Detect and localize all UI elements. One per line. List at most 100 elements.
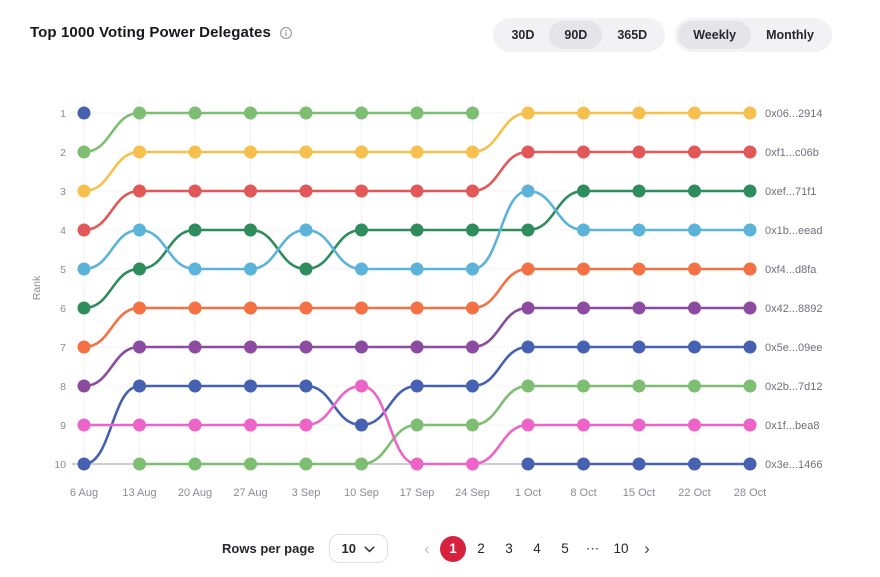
series-dot-0x1b...eead[interactable] (299, 223, 313, 237)
series-dot-0x06...2914[interactable] (299, 145, 313, 159)
series-dot-0x2b...7d12[interactable] (299, 457, 313, 471)
series-dot-0x2b...7d12[interactable] (355, 457, 368, 471)
series-dot-0x06...2914[interactable] (188, 145, 202, 159)
series-dot-0x1f...bea8[interactable] (244, 418, 257, 432)
page-button-4[interactable]: 4 (533, 541, 541, 556)
series-dot-unlabeled[interactable] (410, 106, 424, 120)
series-dot-unlabeled[interactable] (299, 106, 313, 120)
series-dot-0x3e...1466[interactable] (577, 457, 590, 471)
series-dot-0xef...71f1[interactable] (466, 223, 479, 237)
series-dot-0x1f...bea8[interactable] (188, 418, 202, 432)
series-dot-0x1f...bea8[interactable] (743, 418, 757, 432)
series-dot-0x1f...bea8[interactable] (466, 457, 479, 471)
series-dot-0x5e...09ee[interactable] (410, 379, 424, 393)
series-dot-0x1f...bea8[interactable] (410, 457, 424, 471)
delegate-label-0x5e...09ee[interactable]: 0x5e...09ee (765, 342, 823, 354)
series-dot-0x06...2914[interactable] (410, 145, 424, 159)
series-dot-unlabeled[interactable] (133, 106, 146, 120)
series-dot-0x5e...09ee[interactable] (133, 379, 146, 393)
series-dot-0x1b...eead[interactable] (632, 223, 646, 237)
series-dot-0x5e...09ee[interactable] (188, 379, 202, 393)
series-dot-0x1b...eead[interactable] (188, 262, 202, 276)
series-dot-0xf1...c06b[interactable] (632, 145, 646, 159)
range-option-90d[interactable]: 90D (549, 21, 603, 49)
series-dot-0xf1...c06b[interactable] (244, 184, 257, 198)
series-dot-0xef...71f1[interactable] (188, 223, 202, 237)
info-icon[interactable] (279, 26, 293, 40)
series-dot-0xef...71f1[interactable] (521, 223, 535, 237)
series-dot-0x1b...eead[interactable] (244, 262, 257, 276)
series-dot-0x1f...bea8[interactable] (133, 418, 146, 432)
series-dot-0x1b...eead[interactable] (410, 262, 424, 276)
delegate-label-0x3e...1466[interactable]: 0x3e...1466 (765, 459, 823, 471)
series-dot-0xef...71f1[interactable] (410, 223, 424, 237)
series-dot-0x42...8892[interactable] (299, 340, 313, 354)
series-dot-0x42...8892[interactable] (743, 301, 757, 315)
granularity-option-weekly[interactable]: Weekly (678, 21, 752, 49)
page-button-1[interactable]: 1 (439, 535, 466, 562)
page-button-3[interactable]: 3 (505, 541, 513, 556)
series-dot-0xf1...c06b[interactable] (466, 184, 479, 198)
series-dot-0xf4...d8fa[interactable] (133, 301, 146, 315)
series-dot-0x3e...1466[interactable] (77, 106, 91, 120)
prev-page-button[interactable]: ‹ (424, 538, 430, 558)
series-dot-0x1b...eead[interactable] (577, 223, 590, 237)
series-dot-0x42...8892[interactable] (632, 301, 646, 315)
series-dot-0x06...2914[interactable] (77, 184, 91, 198)
series-dot-0x1b...eead[interactable] (466, 262, 479, 276)
series-dot-0xef...71f1[interactable] (355, 223, 368, 237)
series-dot-0x42...8892[interactable] (466, 340, 479, 354)
series-dot-0xef...71f1[interactable] (299, 262, 313, 276)
granularity-option-monthly[interactable]: Monthly (766, 28, 814, 42)
series-dot-0x42...8892[interactable] (355, 340, 368, 354)
series-dot-0x1b...eead[interactable] (77, 262, 91, 276)
series-dot-0x42...8892[interactable] (77, 379, 91, 393)
series-dot-0x2b...7d12[interactable] (466, 418, 479, 432)
series-dot-0x2b...7d12[interactable] (688, 379, 701, 393)
series-dot-0x1f...bea8[interactable] (355, 379, 368, 393)
series-dot-0x5e...09ee[interactable] (521, 340, 535, 354)
series-dot-0xf4...d8fa[interactable] (355, 301, 368, 315)
delegate-label-0x1b...eead[interactable]: 0x1b...eead (765, 225, 823, 237)
series-dot-0x42...8892[interactable] (577, 301, 590, 315)
range-option-30d[interactable]: 30D (511, 28, 535, 42)
series-dot-0x5e...09ee[interactable] (743, 340, 757, 354)
series-dot-0xf1...c06b[interactable] (133, 184, 146, 198)
series-dot-unlabeled[interactable] (466, 106, 479, 120)
series-dot-0x5e...09ee[interactable] (466, 379, 479, 393)
series-dot-0x06...2914[interactable] (577, 106, 590, 120)
series-dot-0x1f...bea8[interactable] (299, 418, 313, 432)
series-dot-0x2b...7d12[interactable] (244, 457, 257, 471)
series-dot-0xf4...d8fa[interactable] (466, 301, 479, 315)
series-dot-0x3e...1466[interactable] (688, 457, 701, 471)
series-dot-0x1f...bea8[interactable] (632, 418, 646, 432)
series-dot-0x3e...1466[interactable] (632, 457, 646, 471)
series-dot-0xf4...d8fa[interactable] (188, 301, 202, 315)
series-dot-0x42...8892[interactable] (244, 340, 257, 354)
series-dot-0x42...8892[interactable] (188, 340, 202, 354)
series-dot-0xef...71f1[interactable] (244, 223, 257, 237)
series-dot-0x2b...7d12[interactable] (577, 379, 590, 393)
delegate-label-0xef...71f1[interactable]: 0xef...71f1 (765, 186, 816, 198)
series-dot-0x2b...7d12[interactable] (743, 379, 757, 393)
series-dot-0x5e...09ee[interactable] (77, 457, 91, 471)
series-dot-0xf1...c06b[interactable] (688, 145, 701, 159)
series-dot-0xf4...d8fa[interactable] (577, 262, 590, 276)
series-dot-0x1b...eead[interactable] (743, 223, 757, 237)
series-dot-0x1f...bea8[interactable] (77, 418, 91, 432)
series-dot-0xf1...c06b[interactable] (188, 184, 202, 198)
delegate-label-0x2b...7d12[interactable]: 0x2b...7d12 (765, 381, 823, 393)
series-dot-0xef...71f1[interactable] (743, 184, 757, 198)
series-dot-0x1b...eead[interactable] (355, 262, 368, 276)
delegate-label-0x1f...bea8[interactable]: 0x1f...bea8 (765, 420, 819, 432)
series-dot-0xef...71f1[interactable] (688, 184, 701, 198)
series-dot-0x06...2914[interactable] (244, 145, 257, 159)
series-dot-0x06...2914[interactable] (521, 106, 535, 120)
series-dot-0xf4...d8fa[interactable] (688, 262, 701, 276)
series-dot-0x42...8892[interactable] (521, 301, 535, 315)
series-dot-0x2b...7d12[interactable] (521, 379, 535, 393)
series-dot-0xf1...c06b[interactable] (743, 145, 757, 159)
series-dot-0x1f...bea8[interactable] (577, 418, 590, 432)
series-dot-0x06...2914[interactable] (688, 106, 701, 120)
series-dot-0x1b...eead[interactable] (521, 184, 535, 198)
